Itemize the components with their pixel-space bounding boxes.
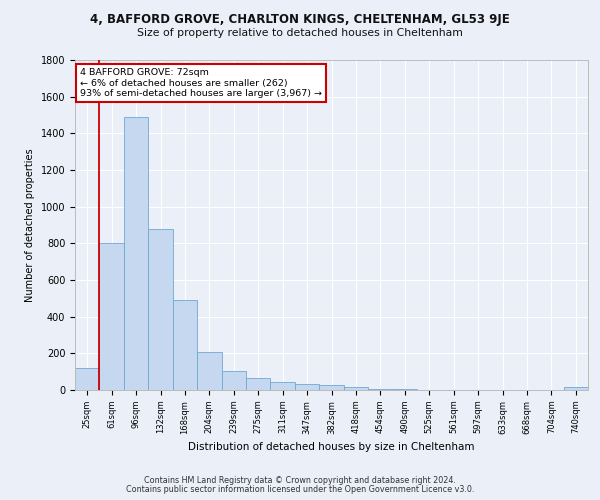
Bar — [563, 387, 588, 390]
Bar — [221, 371, 246, 390]
Bar — [173, 300, 197, 390]
Bar — [148, 228, 173, 390]
Bar — [100, 244, 124, 390]
Text: 4 BAFFORD GROVE: 72sqm
← 6% of detached houses are smaller (262)
93% of semi-det: 4 BAFFORD GROVE: 72sqm ← 6% of detached … — [80, 68, 322, 98]
Text: Contains HM Land Registry data © Crown copyright and database right 2024.: Contains HM Land Registry data © Crown c… — [144, 476, 456, 485]
Bar — [344, 387, 368, 390]
Bar — [246, 378, 271, 390]
Text: Contains public sector information licensed under the Open Government Licence v3: Contains public sector information licen… — [126, 484, 474, 494]
Bar — [197, 352, 221, 390]
Text: 4, BAFFORD GROVE, CHARLTON KINGS, CHELTENHAM, GL53 9JE: 4, BAFFORD GROVE, CHARLTON KINGS, CHELTE… — [90, 12, 510, 26]
Bar — [75, 368, 100, 390]
Bar — [295, 384, 319, 390]
X-axis label: Distribution of detached houses by size in Cheltenham: Distribution of detached houses by size … — [188, 442, 475, 452]
Bar — [319, 385, 344, 390]
Bar — [124, 117, 148, 390]
Text: Size of property relative to detached houses in Cheltenham: Size of property relative to detached ho… — [137, 28, 463, 38]
Bar — [368, 388, 392, 390]
Y-axis label: Number of detached properties: Number of detached properties — [25, 148, 35, 302]
Bar — [271, 382, 295, 390]
